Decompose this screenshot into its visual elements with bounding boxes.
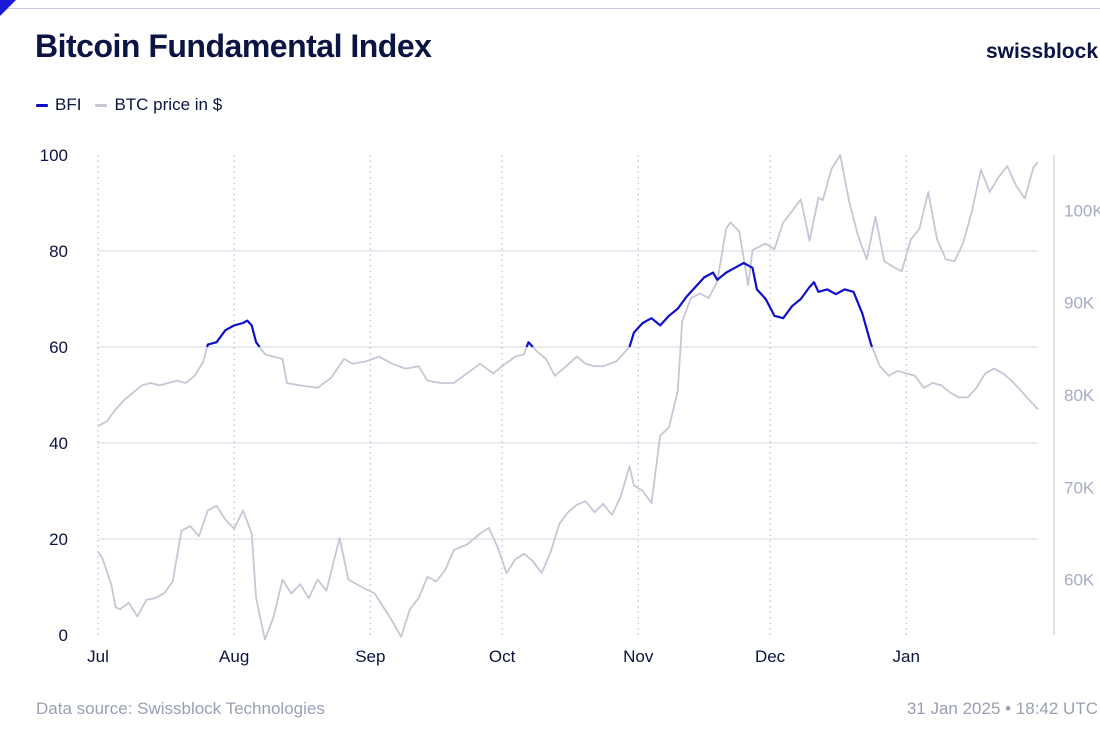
corner-accent (0, 0, 16, 16)
bfi-line-segment-5 (628, 261, 874, 348)
y-right-tick-90k: 90K (1064, 294, 1095, 313)
legend-label-btc: BTC price in $ (114, 95, 223, 114)
y-left-tick-60: 60 (49, 338, 68, 357)
bfi-line-segment-2 (258, 346, 528, 389)
legend-swatch-btc (95, 103, 108, 107)
chart-title: Bitcoin Fundamental Index (35, 28, 432, 64)
legend-item-btc: BTC price in $ (95, 95, 222, 115)
chart-legend: BFI BTC price in $ (36, 95, 236, 115)
y-right-tick-70k: 70K (1064, 478, 1095, 497)
y-left-tick-40: 40 (49, 434, 68, 453)
y-left-tick-80: 80 (49, 242, 68, 261)
bfi-line-segment-4 (532, 346, 631, 377)
legend-label-bfi: BFI (55, 95, 82, 114)
legend-swatch-bfi (36, 103, 48, 107)
x-tick-oct: Oct (489, 647, 516, 666)
bfi-line-segment-1 (206, 319, 261, 348)
data-source: Data source: Swissblock Technologies (36, 699, 325, 718)
top-rule (0, 8, 1100, 9)
y-right-tick-100k: 100K (1064, 201, 1100, 220)
y-left-tick-100: 100 (40, 146, 68, 165)
y-right-tick-80k: 80K (1064, 386, 1095, 405)
x-tick-jul: Jul (87, 647, 109, 666)
bfi-line-segment-6 (871, 346, 1039, 411)
btc-price-line (97, 154, 1039, 641)
y-right-tick-60k: 60K (1064, 571, 1095, 590)
bfi-line-segment-0 (97, 346, 209, 427)
y-left-tick-0: 0 (59, 626, 68, 645)
y-left-tick-20: 20 (49, 530, 68, 549)
x-tick-nov: Nov (623, 647, 654, 666)
x-tick-sep: Sep (355, 647, 385, 666)
x-tick-dec: Dec (755, 647, 786, 666)
timestamp: 31 Jan 2025 • 18:42 UTC (906, 699, 1098, 718)
x-tick-jan: Jan (893, 647, 920, 666)
legend-item-bfi: BFI (36, 95, 81, 115)
brand-logo: swissblock (985, 40, 1098, 63)
bfi-line-segment-3 (525, 341, 534, 348)
x-tick-aug: Aug (219, 647, 249, 666)
